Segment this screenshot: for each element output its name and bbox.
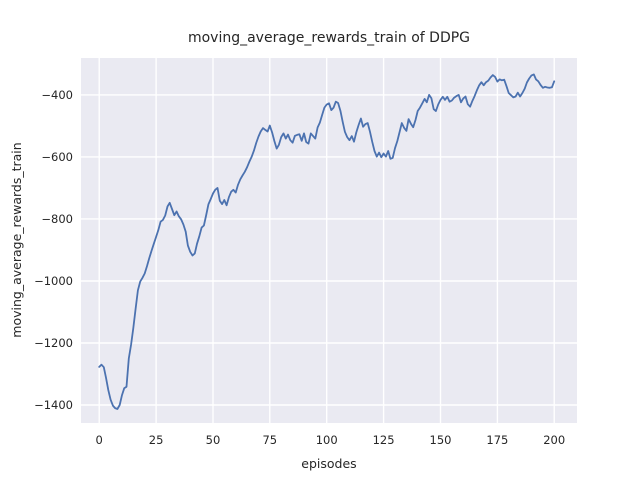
x-tick-label: 25 xyxy=(149,433,164,447)
reward-line xyxy=(98,73,556,410)
grid-lines xyxy=(81,58,577,423)
y-tick-label: −400 xyxy=(41,88,73,102)
x-axis-label: episodes xyxy=(301,456,356,471)
chart-title: moving_average_rewards_train of DDPG xyxy=(188,30,470,46)
y-tick-label: −1000 xyxy=(34,274,73,288)
x-tick-label: 0 xyxy=(96,433,103,447)
x-tick-label: 175 xyxy=(486,433,508,447)
y-axis-label: moving_average_rewards_train xyxy=(9,142,24,337)
x-tick-label: 150 xyxy=(430,433,452,447)
x-tick-label: 100 xyxy=(316,433,338,447)
y-tick-label: −1200 xyxy=(34,336,73,350)
plot-area xyxy=(81,58,577,423)
x-tick-label: 75 xyxy=(262,433,277,447)
x-tick-label: 125 xyxy=(373,433,395,447)
x-tick-labels: 0 25 50 75 100 125 150 175 200 xyxy=(96,433,566,447)
y-tick-label: −1400 xyxy=(34,398,73,412)
y-tick-label: −600 xyxy=(41,150,73,164)
x-tick-label: 200 xyxy=(543,433,565,447)
y-tick-labels: −400 −600 −800 −1000 −1200 −1400 xyxy=(34,88,73,412)
x-tick-label: 50 xyxy=(206,433,221,447)
data-series xyxy=(98,73,556,410)
y-tick-label: −800 xyxy=(41,212,73,226)
